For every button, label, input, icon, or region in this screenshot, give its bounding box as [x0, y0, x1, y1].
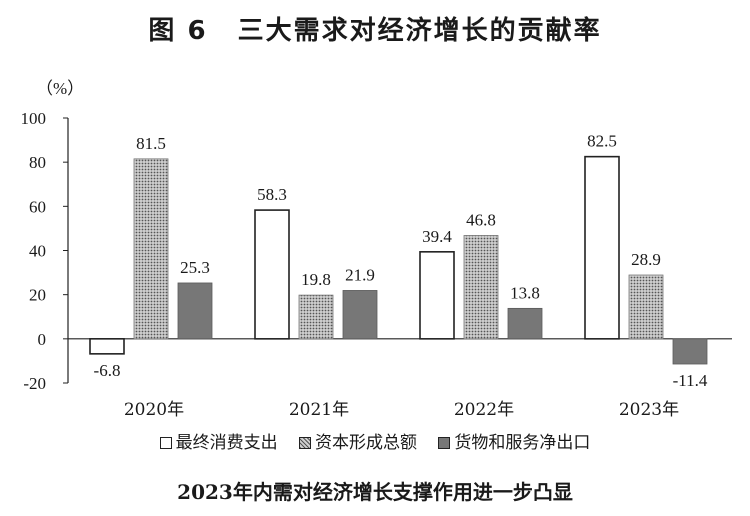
- x-category-label: 2020年: [124, 400, 184, 420]
- y-tick-label: 80: [29, 153, 46, 172]
- legend-swatch-net-export: [438, 436, 451, 449]
- y-tick-label: 40: [29, 242, 46, 261]
- data-label-consumption: 82.5: [587, 132, 617, 151]
- bar-net-export: [507, 307, 543, 340]
- bar-consumption: [254, 209, 290, 340]
- bar-consumption: [419, 251, 455, 340]
- bar-net-export: [672, 338, 708, 365]
- legend-label-net-export: 货物和服务净出口: [454, 433, 591, 453]
- data-label-net-export: 13.8: [510, 283, 540, 302]
- data-label-consumption: -6.8: [94, 361, 121, 380]
- y-tick-label: 0: [38, 330, 47, 349]
- bar-capital: [463, 235, 499, 340]
- figure-number: 图 6: [148, 16, 208, 46]
- y-tick-label: -20: [23, 374, 46, 393]
- chart-subtitle: 2023年内需对经济增长支撑作用进一步凸显: [177, 480, 573, 504]
- data-label-net-export: -11.4: [673, 371, 708, 390]
- bar-consumption: [89, 338, 125, 355]
- bar-net-export: [342, 290, 378, 340]
- legend-label-consumption: 最终消费支出: [175, 433, 278, 453]
- figure-title: 三大需求对经济增长的贡献率: [237, 16, 602, 46]
- data-label-consumption: 58.3: [257, 185, 287, 204]
- legend-item-consumption: 最终消费支出: [159, 428, 278, 453]
- bar-capital: [628, 274, 664, 340]
- legend-item-net-export: 货物和服务净出口: [438, 428, 590, 453]
- bar-capital: [133, 158, 169, 340]
- legend-swatch-consumption: [159, 436, 172, 449]
- bar-consumption: [584, 155, 620, 340]
- bar-net-export: [177, 282, 213, 340]
- x-category-label: 2021年: [289, 400, 349, 420]
- data-label-capital: 81.5: [136, 134, 166, 153]
- legend-swatch-capital: [299, 436, 311, 449]
- data-label-net-export: 25.3: [180, 258, 210, 277]
- data-label-capital: 46.8: [466, 210, 496, 229]
- data-label-capital: 28.9: [631, 250, 661, 269]
- y-tick-label: 60: [29, 197, 46, 216]
- x-category-label: 2023年: [619, 400, 679, 420]
- y-tick-label: 20: [29, 286, 46, 305]
- x-category-label: 2022年: [454, 400, 514, 420]
- data-label-capital: 19.8: [301, 270, 331, 289]
- bar-capital: [298, 294, 334, 340]
- data-label-net-export: 21.9: [345, 265, 375, 284]
- data-label-consumption: 39.4: [422, 227, 452, 246]
- chart-legend: 最终消费支出 资本形成总额 货物和服务净出口: [0, 428, 750, 453]
- y-axis-unit-label: （%）: [36, 79, 85, 98]
- legend-label-capital: 资本形成总额: [315, 433, 417, 453]
- legend-item-capital: 资本形成总额: [299, 428, 417, 453]
- chart-title: 图 6 三大需求对经济增长的贡献率: [0, 10, 750, 47]
- y-tick-label: 100: [21, 109, 47, 128]
